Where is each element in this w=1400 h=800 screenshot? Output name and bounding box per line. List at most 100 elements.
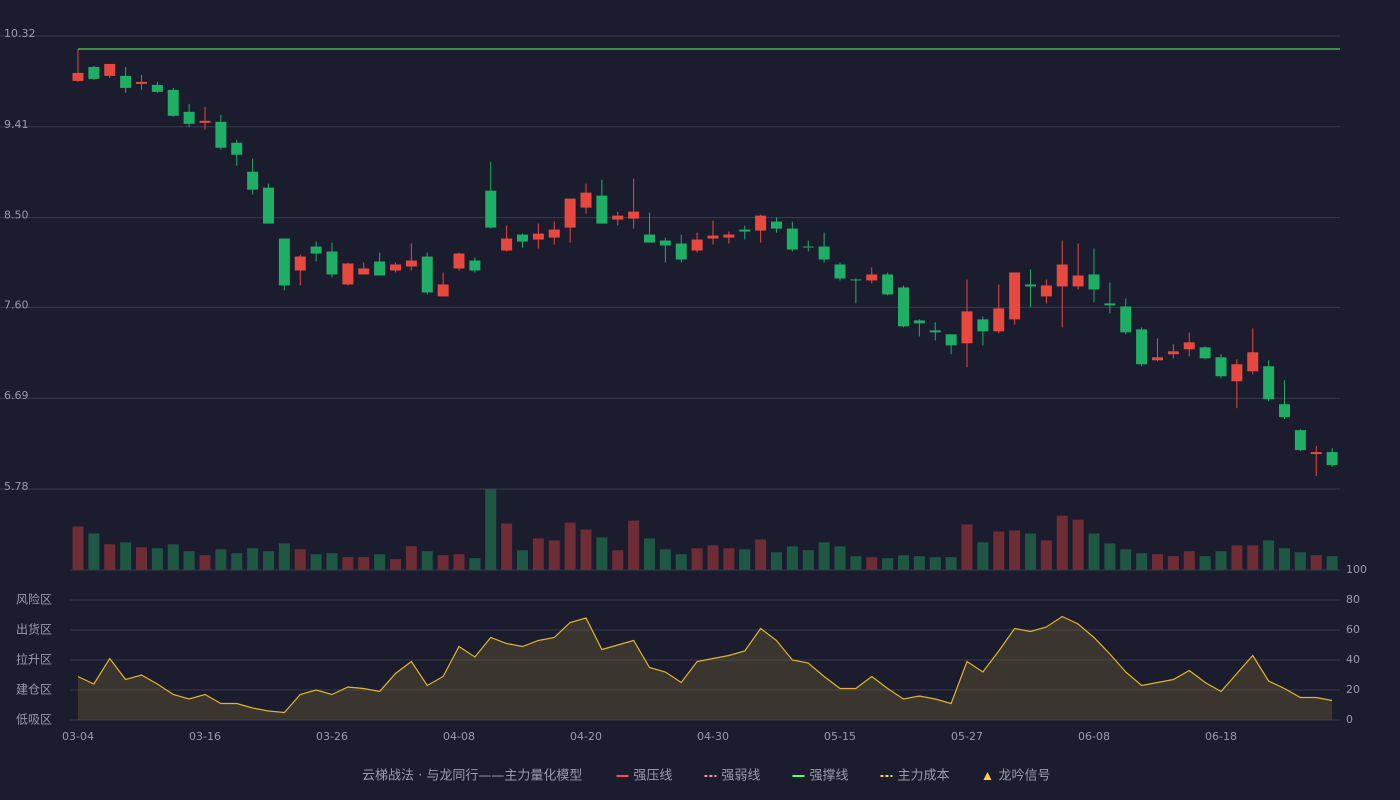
candle-body (786, 228, 798, 250)
candle-body (1152, 357, 1163, 361)
legend-title: 云梯战法 · 与龙同行——主力量化模型 (362, 769, 582, 784)
candle-body (548, 229, 560, 238)
y-tick-label: 0 (1346, 713, 1353, 726)
volume-bar (786, 546, 798, 570)
volume-bar (961, 524, 973, 570)
volume-bar (167, 544, 179, 570)
candle-body (596, 195, 608, 224)
candle-body (485, 190, 497, 228)
candle-body (818, 246, 830, 260)
volume-bar (1310, 555, 1322, 570)
candle-body (993, 308, 1005, 332)
candle-body (136, 81, 147, 84)
candle-body (151, 84, 163, 92)
y-tick-label: 6.69 (4, 389, 29, 402)
candle-body (802, 246, 814, 248)
volume-bar (1104, 543, 1116, 570)
volume-bar (1326, 556, 1338, 570)
y-tick-label: 60 (1346, 623, 1360, 636)
volume-bar (263, 551, 274, 570)
volume-bar (802, 550, 814, 570)
candle-body (691, 239, 703, 251)
volume-bar (675, 554, 687, 570)
zone-label: 出货区 (16, 622, 52, 637)
candle-body (278, 238, 290, 286)
volume-bar (501, 523, 513, 570)
y-tick-label: 8.50 (4, 209, 29, 222)
candle-body (1231, 364, 1243, 382)
candle-body (358, 268, 370, 275)
candle-body (739, 229, 751, 232)
candle-body (1167, 351, 1179, 355)
x-tick-label: 06-18 (1205, 730, 1237, 743)
volume-bar (723, 548, 735, 570)
candle-body (342, 263, 354, 285)
y-tick-label: 40 (1346, 653, 1360, 666)
legend-label: 龙吟信号 (998, 768, 1050, 784)
volume-bar (659, 549, 671, 570)
volume-bar (247, 548, 259, 570)
candle-body (1199, 347, 1211, 359)
candle-body (898, 287, 909, 327)
candle-body (453, 253, 465, 269)
candle-body (1310, 452, 1322, 455)
x-tick-label: 04-20 (570, 730, 602, 743)
candle-body (850, 279, 862, 281)
candle-body (104, 63, 116, 76)
volume-bar (1279, 548, 1290, 570)
volume-bar (1167, 556, 1179, 570)
y-tick-label: 5.78 (4, 480, 29, 493)
candle-body (1326, 452, 1338, 466)
candle-body (88, 66, 100, 79)
y-tick-label: 7.60 (4, 298, 29, 311)
volume-bar (1040, 540, 1052, 570)
candle-body (374, 261, 386, 276)
candle-body (1247, 352, 1259, 372)
x-tick-label: 03-04 (62, 730, 94, 743)
volume-bar (1263, 540, 1275, 570)
volume-bar (278, 543, 290, 570)
candle-body (612, 215, 624, 220)
volume-bar (818, 542, 830, 570)
volume-bar (1136, 553, 1148, 570)
candle-body (945, 334, 957, 346)
volume-bar (1025, 533, 1036, 570)
volume-bar (1247, 545, 1259, 570)
volume-bar (707, 545, 719, 570)
volume-bar (294, 549, 306, 570)
candle-body (469, 260, 481, 271)
volume-bar (1199, 556, 1211, 570)
candle-body (1215, 357, 1227, 377)
volume-bar (882, 558, 894, 570)
volume-bar (342, 557, 354, 570)
volume-bar (929, 557, 941, 570)
volume-bar (850, 556, 862, 570)
candle-body (771, 221, 782, 229)
volume-bar (898, 555, 909, 570)
volume-bar (1183, 551, 1195, 570)
candle-body (707, 235, 719, 239)
legend-marker (983, 772, 992, 780)
candle-body (532, 233, 544, 240)
x-tick-label: 03-26 (316, 730, 348, 743)
volume-bar (739, 549, 751, 570)
candle-body (644, 234, 655, 243)
y-tick-label: 100 (1346, 563, 1367, 576)
volume-bar (231, 553, 243, 570)
candle-body (310, 246, 322, 254)
volume-bar (1072, 519, 1084, 570)
volume-bar (405, 546, 417, 570)
candle-body (199, 120, 211, 123)
candle-body (1136, 329, 1148, 365)
volume-bar (755, 539, 767, 570)
candle-body (1120, 306, 1132, 333)
candle-body (72, 72, 84, 81)
volume-bar (945, 557, 957, 570)
volume-bar (485, 489, 497, 570)
y-tick-label: 10.32 (4, 27, 36, 40)
volume-bar (691, 548, 703, 570)
zone-label: 建仓区 (16, 683, 52, 697)
legend-label: 强弱线 (721, 769, 760, 784)
candle-body (231, 142, 243, 155)
